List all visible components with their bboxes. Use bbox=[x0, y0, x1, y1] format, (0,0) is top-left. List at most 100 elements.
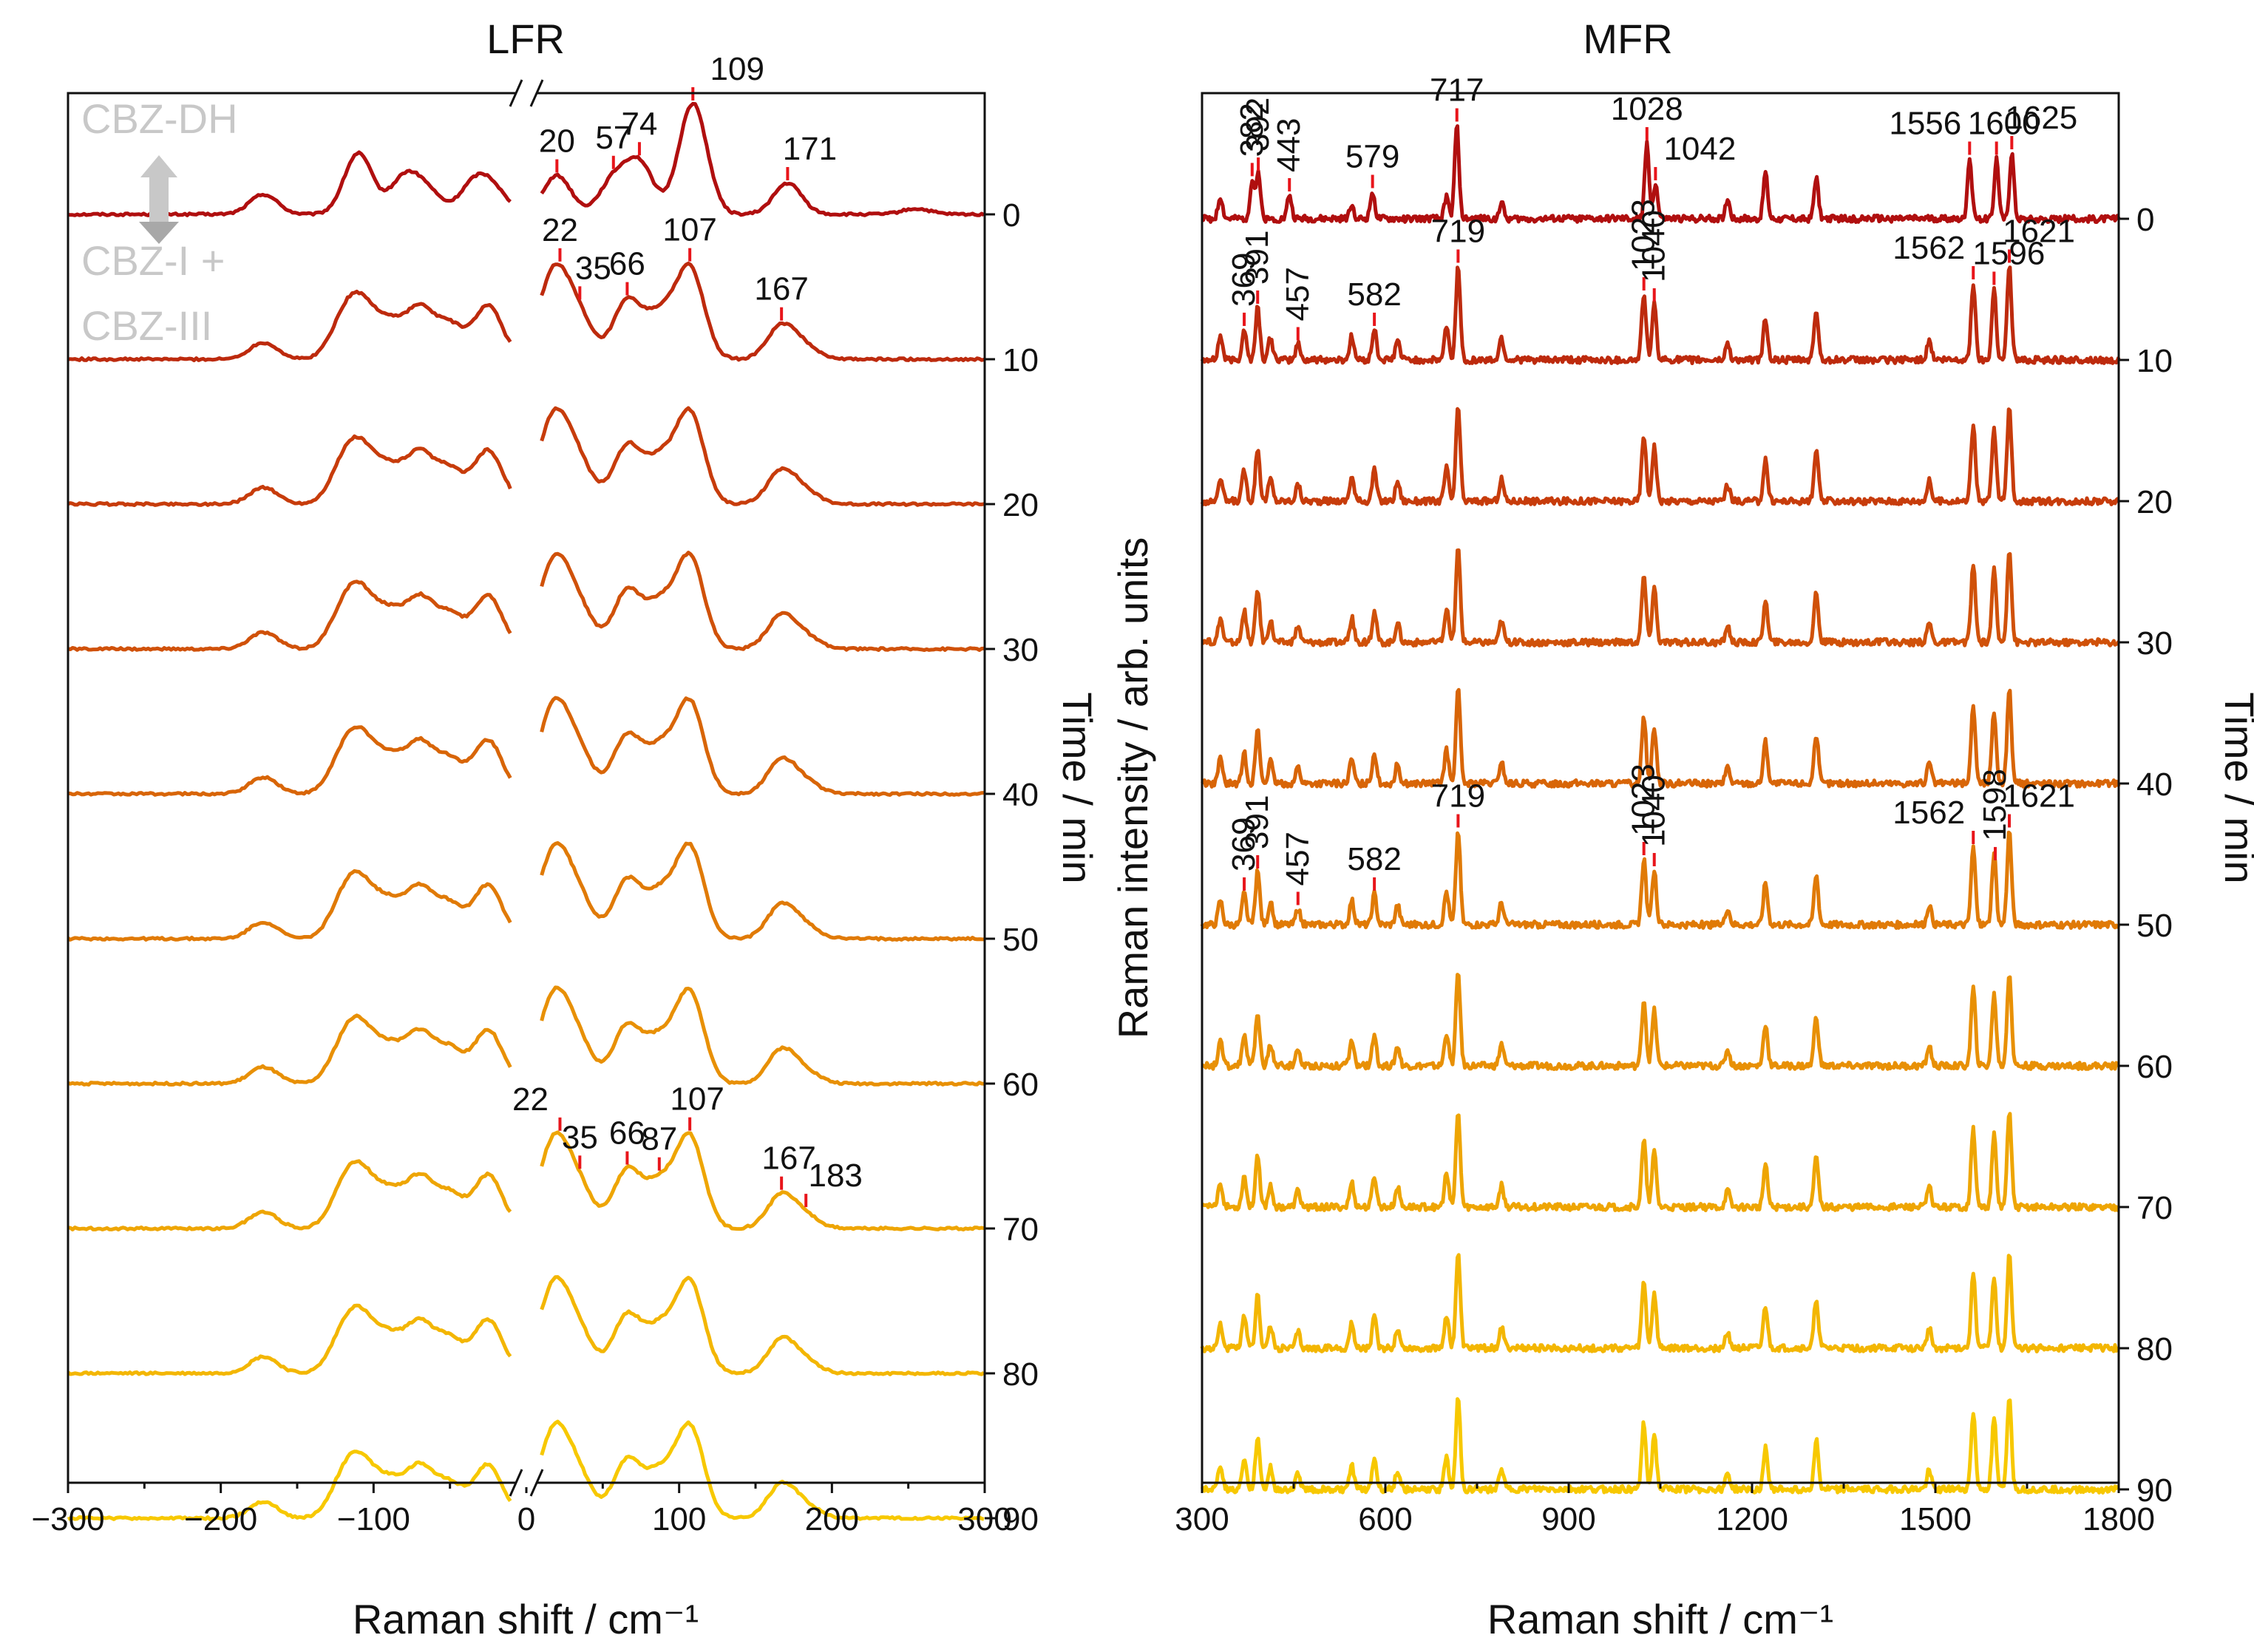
lfr-peak-label: 66 bbox=[609, 1115, 645, 1152]
lfr-time-tick-label: 90 bbox=[1002, 1501, 1039, 1537]
mfr-spectrum-t60 bbox=[1201, 973, 2120, 1071]
mfr-x-tick-label: 900 bbox=[1541, 1501, 1595, 1537]
lfr-time-tick-label: 20 bbox=[1002, 487, 1039, 523]
mfr-spectrum-t50 bbox=[1200, 830, 2121, 930]
mfr-peak-label: 582 bbox=[1347, 276, 1401, 313]
phase-label-end-line2: CBZ-III bbox=[81, 302, 212, 349]
mfr-spectrum-t70 bbox=[1201, 1112, 2120, 1212]
lfr-spectrum-t80 bbox=[67, 1303, 512, 1376]
lfr-x-tick-label: 0 bbox=[517, 1501, 535, 1537]
lfr-spectrum-t50-b bbox=[540, 841, 985, 942]
axis-break-mark bbox=[529, 79, 544, 107]
lfr-peak-label: 183 bbox=[808, 1158, 862, 1194]
mfr-time-tick-label: 30 bbox=[2136, 625, 2173, 662]
lfr-peak-label: 22 bbox=[512, 1081, 549, 1118]
mfr-peak-label: 1621 bbox=[2003, 214, 2075, 250]
mfr-spectrum-t80 bbox=[1200, 1253, 2120, 1353]
phase-label-start: CBZ-DH bbox=[81, 95, 238, 142]
mfr-time-tick-label: 50 bbox=[2136, 908, 2173, 944]
mfr-peak-label: 1600 bbox=[1968, 106, 2040, 142]
lfr-spectrum-t30-b bbox=[540, 551, 985, 652]
mfr-x-axis-label: Raman shift / cm⁻¹ bbox=[1487, 1596, 1833, 1642]
mfr-spectrum-t30 bbox=[1201, 548, 2121, 647]
lfr-time-tick-label: 70 bbox=[1002, 1211, 1039, 1248]
mfr-spectrum-t90 bbox=[1200, 1397, 2119, 1495]
lfr-spectrum-t10-b bbox=[540, 261, 985, 362]
mfr-peak-label: 457 bbox=[1280, 832, 1316, 886]
lfr-time-tick-label: 0 bbox=[1002, 197, 1020, 234]
lfr-peak-label: 66 bbox=[609, 246, 645, 282]
mfr-x-tick-label: 1800 bbox=[2082, 1501, 2155, 1537]
mfr-peak-label: 1040 bbox=[1636, 210, 1672, 282]
mfr-peak-label: 1625 bbox=[2005, 100, 2077, 136]
mfr-spectrum-t20 bbox=[1200, 407, 2121, 506]
lfr-spectrum-t20-b bbox=[540, 406, 985, 507]
mfr-time-tick-label: 20 bbox=[2136, 484, 2173, 520]
mfr-peak-label: 579 bbox=[1345, 139, 1399, 175]
lfr-time-tick-label: 40 bbox=[1002, 777, 1039, 813]
mfr-peak-label: 1562 bbox=[1893, 795, 1965, 831]
lfr-time-tick-label: 80 bbox=[1002, 1356, 1039, 1393]
mfr-peak-label: 392 bbox=[1240, 98, 1276, 152]
mfr-peak-label: 391 bbox=[1239, 795, 1275, 849]
mfr-time-tick-label: 60 bbox=[2136, 1049, 2173, 1085]
mfr-plot-frame bbox=[1201, 92, 2120, 1484]
mfr-peak-label: 391 bbox=[1239, 231, 1275, 285]
lfr-spectrum-t90-b bbox=[540, 1419, 985, 1521]
lfr-peak-label: 107 bbox=[670, 1081, 724, 1118]
mfr-time-tick-label: 0 bbox=[2136, 202, 2154, 238]
mfr-peak-label: 1028 bbox=[1611, 91, 1683, 127]
lfr-spectrum-t80-b bbox=[540, 1275, 985, 1376]
lfr-peak-label: 20 bbox=[539, 123, 575, 159]
mfr-peak-label: 1023 bbox=[1626, 764, 1662, 836]
lfr-spectrum-t50 bbox=[67, 869, 512, 942]
mfr-peak-label: 719 bbox=[1431, 213, 1485, 249]
mfr-peak-label: 1042 bbox=[1663, 131, 1736, 167]
lfr-peak-label: 22 bbox=[542, 212, 578, 248]
lfr-time-tick-label: 50 bbox=[1002, 922, 1039, 958]
mfr-x-tick-label: 1500 bbox=[1899, 1501, 1972, 1537]
lfr-peak-label: 74 bbox=[621, 106, 657, 142]
mfr-peak-label: 382 bbox=[1234, 103, 1270, 157]
lfr-x-tick-label: −300 bbox=[31, 1501, 104, 1537]
lfr-peak-label: 87 bbox=[641, 1121, 677, 1158]
mfr-peak-label: 582 bbox=[1347, 841, 1401, 877]
lfr-peak-label: 171 bbox=[783, 131, 837, 167]
lfr-spectrum-t70 bbox=[67, 1159, 512, 1231]
axis-break-gap bbox=[516, 1478, 537, 1487]
mfr-spectrum-t0 bbox=[1201, 124, 2121, 224]
lfr-spectrum-t0-b bbox=[540, 101, 985, 217]
lfr-spectrum-t60 bbox=[67, 1013, 512, 1087]
lfr-spectrum-t0 bbox=[67, 150, 512, 217]
mfr-peak-label: 1598 bbox=[1977, 769, 2013, 841]
mfr-x-tick-label: 300 bbox=[1175, 1501, 1229, 1537]
lfr-peak-label: 35 bbox=[575, 250, 611, 286]
lfr-time-tick-label: 10 bbox=[1002, 342, 1039, 378]
mfr-x-tick-label: 600 bbox=[1358, 1501, 1412, 1537]
lfr-peak-label: 57 bbox=[595, 120, 631, 156]
lfr-spectrum-t30 bbox=[67, 579, 512, 652]
lfr-plot-frame bbox=[67, 92, 986, 1484]
mfr-right-axis-label: Time / min bbox=[2216, 692, 2254, 883]
phase-label-end-line1: CBZ-I + bbox=[81, 237, 225, 284]
mfr-time-tick-label: 40 bbox=[2136, 766, 2173, 803]
lfr-peak-label: 167 bbox=[754, 271, 808, 307]
axis-break-mark bbox=[509, 79, 523, 107]
lfr-spectrum-t70-b bbox=[540, 1130, 985, 1231]
lfr-peak-label: 109 bbox=[710, 51, 764, 87]
lfr-spectrum-t40 bbox=[67, 725, 512, 797]
mfr-peak-label: 719 bbox=[1431, 778, 1485, 815]
lfr-spectrum-t90 bbox=[67, 1449, 512, 1521]
lfr-time-tick-label: 60 bbox=[1002, 1067, 1039, 1103]
mfr-peak-label: 1023 bbox=[1626, 199, 1662, 271]
lfr-spectrum-t10 bbox=[67, 289, 512, 362]
lfr-x-tick-label: 100 bbox=[652, 1501, 706, 1537]
lfr-time-tick-label: 30 bbox=[1002, 632, 1039, 668]
mfr-y-axis-label: Raman intensity / arb. units bbox=[1110, 537, 1156, 1039]
axis-break-mark bbox=[529, 1469, 544, 1497]
transition-arrow-icon bbox=[139, 155, 179, 244]
mfr-peak-label: 1556 bbox=[1889, 106, 1961, 142]
